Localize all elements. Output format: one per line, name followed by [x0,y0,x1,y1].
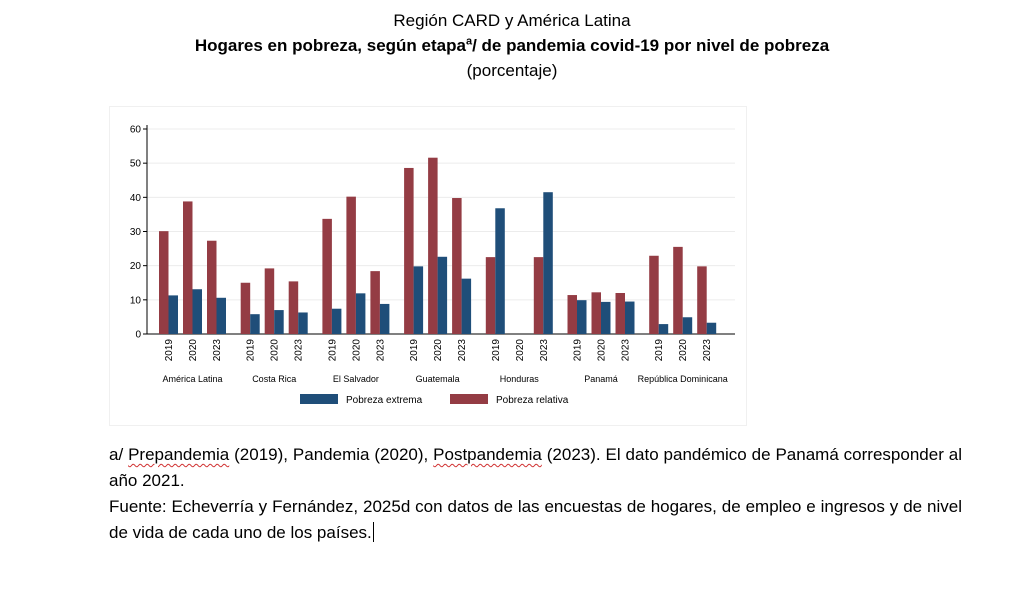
bar-pobreza-relativa [207,240,217,334]
footnote-stages-prefix: a/ [109,445,129,464]
bar-pobreza-extrema [495,208,505,334]
chart-frame: 0 10 20 30 40 50 60 2019 2020 2023 América Latina 2… [109,106,747,426]
legend-label-extrema: Pobreza extrema [346,395,423,406]
bar-pobreza-relativa [288,281,299,334]
y-tick-label: 10 [130,295,142,306]
x-group-label: República Dominicana [638,374,728,384]
bar-pobreza-relativa [428,157,438,334]
x-group-label: Costa Rica [252,374,296,384]
x-tick-label-year: 2023 [702,339,713,362]
x-tick-label-year: 2023 [621,339,632,362]
legend-label-relativa: Pobreza relativa [496,395,569,406]
footnote-source: Fuente: Echeverría y Fernández, 2025d co… [109,494,962,546]
x-tick-label-year: 2019 [573,339,584,362]
x-tick-label-year: 2019 [246,339,257,362]
bar-pobreza-extrema [379,303,390,334]
bar-pobreza-relativa [452,198,462,334]
y-tick-label: 40 [130,193,142,204]
x-tick-label-year: 2019 [654,339,665,362]
bar-pobreza-extrema [413,266,424,334]
x-tick-label-year: 2019 [164,339,175,362]
bar-pobreza-relativa [404,167,414,334]
footnote-stages-end: (2023). El dato pandémico de Panamá corr… [109,445,962,490]
bar-pobreza-relativa [567,295,577,334]
bar-pobreza-extrema [437,256,448,334]
x-tick-label-year: 2023 [539,339,550,362]
x-group-label: El Salvador [333,374,379,384]
bar-pobreza-extrema [216,297,226,334]
x-tick-label-year: 2023 [375,339,386,362]
bar-pobreza-extrema [192,289,202,334]
x-tick-label-year: 2020 [188,339,199,362]
bar-pobreza-extrema [274,310,284,334]
bar-pobreza-extrema [168,295,178,334]
header-title-end: / de pandemia covid-19 por nivel de pobr… [472,36,830,55]
footnote-source-text: Fuente: Echeverría y Fernández, 2025d co… [109,497,962,542]
x-group-label: América Latina [162,374,222,384]
bar-pobreza-extrema [625,301,635,334]
x-tick-label-year: 2019 [327,339,338,362]
x-tick-label-year: 2020 [270,339,281,362]
bar-pobreza-extrema [331,308,342,334]
bar-pobreza-relativa [183,201,193,334]
x-group-label: Guatemala [416,374,460,384]
bar-pobreza-relativa [485,257,496,334]
x-tick-label-year: 2023 [294,339,305,362]
x-tick-label-year: 2020 [433,339,444,362]
header-region-title: Región CARD y América Latina [393,11,631,30]
bar-pobreza-extrema [577,300,587,334]
bar-pobreza-extrema [543,192,553,334]
chart-header: Región CARD y América Latina Hogares en … [0,10,1024,82]
x-tick-label-year: 2020 [515,339,526,362]
text-cursor [372,522,374,542]
x-tick-label-year: 2023 [457,339,468,362]
bar-chart: 0 10 20 30 40 50 60 2019 2020 2023 América Latina 2… [130,125,735,406]
bar-pobreza-extrema [461,278,472,334]
x-group-label: Panamá [584,374,618,384]
bar-pobreza-relativa [673,246,683,334]
legend-swatch-extrema [300,394,338,404]
header-footnote-mark: a [465,35,473,48]
bar-pobreza-extrema [682,317,693,334]
bar-pobreza-relativa [346,196,356,334]
header-unit: (porcentaje) [466,61,558,80]
header-main-title: Hogares en pobreza, según etapaa/ de pan… [0,35,1024,57]
x-tick-label-year: 2020 [351,339,362,362]
x-tick-label-year: 2020 [597,339,608,362]
footnote-stages-mid: (2019), Pandemia (2020), [229,445,434,464]
bar-pobreza-relativa [322,218,332,334]
bar-pobreza-relativa [615,293,625,334]
footnotes: a/ Prepandemia (2019), Pandemia (2020), … [109,442,962,546]
x-tick-label-year: 2019 [491,339,502,362]
header-title-start: Hogares en pobreza, según etapa [194,36,466,55]
bar-pobreza-relativa [370,271,380,334]
legend-swatch-relativa [450,394,488,404]
bar-pobreza-relativa [591,292,601,334]
bar-pobreza-extrema [601,301,611,334]
bar-pobreza-extrema [658,324,669,334]
bar-pobreza-extrema [298,312,308,334]
x-tick-label-year: 2019 [409,339,420,362]
x-tick-label-year: 2023 [212,339,223,362]
spellcheck-word-prepandemia: Prepandemia [128,445,230,464]
bar-pobreza-relativa [264,268,275,334]
x-group-label: Honduras [500,374,540,384]
bar-pobreza-extrema [706,322,717,334]
bar-pobreza-extrema [250,314,260,334]
bar-pobreza-relativa [159,231,169,334]
bar-pobreza-relativa [240,282,251,334]
y-tick-label: 20 [130,261,142,272]
bar-pobreza-relativa [697,266,707,334]
y-tick-label: 0 [135,330,141,341]
x-tick-label-year: 2020 [678,339,689,362]
spellcheck-word-postpandemia: Postpandemia [433,445,542,464]
y-tick-label: 60 [130,125,142,136]
y-tick-label: 50 [130,159,142,170]
footnote-stages: a/ Prepandemia (2019), Pandemia (2020), … [109,442,962,494]
y-tick-label: 30 [130,227,142,238]
bar-pobreza-relativa [649,255,659,334]
bar-pobreza-extrema [355,293,366,334]
bar-pobreza-relativa [533,257,544,334]
